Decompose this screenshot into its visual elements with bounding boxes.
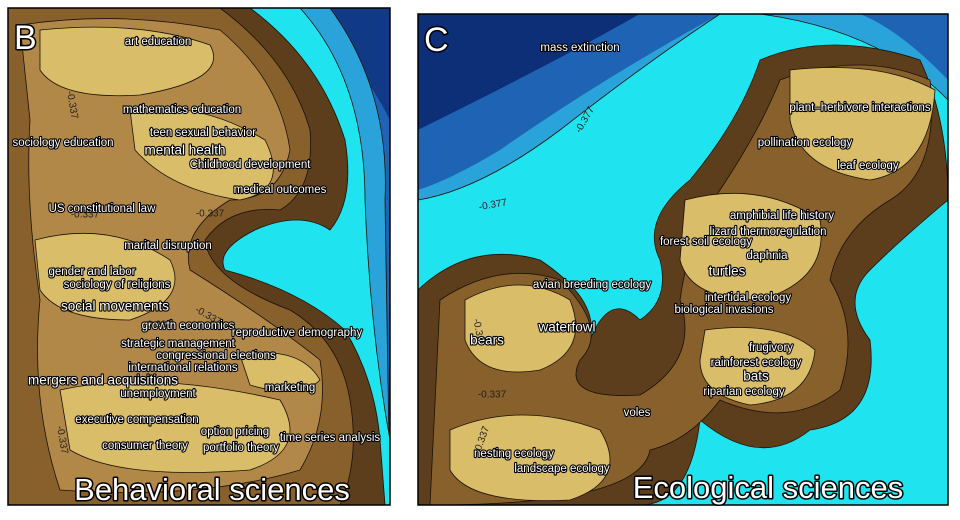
topic-label: sociology of religions (64, 279, 171, 291)
panel-title: Behavioral sciences (74, 472, 350, 507)
topic-label: mental health (144, 143, 225, 158)
topic-label: amphibial life history (730, 210, 834, 222)
panel-letter: C (424, 21, 449, 59)
topic-label: bears (470, 333, 504, 348)
topic-label: bats (743, 369, 769, 384)
topic-label: mass extinction (540, 42, 619, 54)
topic-label: unemployment (120, 388, 196, 400)
contour-label: -0.337 (478, 390, 507, 401)
panel-letter: B (14, 19, 37, 57)
topic-label: portfolio theory (203, 442, 279, 454)
panel-c-frame (417, 13, 949, 506)
contour-label: -0.377 (478, 197, 508, 213)
topic-label: international relations (128, 362, 238, 374)
topic-label: option pricing (201, 426, 269, 438)
topic-label: mathematics education (123, 104, 241, 116)
topic-label: marital disruption (124, 240, 212, 252)
topic-label: pollination ecology (758, 137, 853, 149)
topic-label: riparian ecology (703, 386, 784, 398)
topic-label: avian breeding ecology (533, 279, 652, 291)
topic-label: marketing (265, 382, 316, 394)
topic-label: Childhood development (190, 159, 312, 171)
topic-label: gender and labor (49, 266, 136, 278)
topic-label: consumer theory (102, 440, 188, 452)
topic-label: leaf ecology (837, 160, 899, 172)
topic-label: social movements (61, 299, 169, 314)
topic-label: reproductive demography (232, 327, 363, 339)
contour-label: -0.337 (64, 90, 80, 120)
topic-label: nesting ecology (474, 448, 554, 460)
topic-label: lizard thermoregulation (710, 226, 827, 238)
topic-label: plant–herbivore interactions (789, 102, 931, 114)
topic-label: time series analysis (280, 432, 381, 444)
topic-label: voles (624, 407, 651, 419)
topic-label: growth economics (142, 320, 235, 332)
topic-label: rainforest ecology (711, 357, 802, 369)
topic-label: forest soil ecology (660, 236, 752, 248)
panel-b-map (8, 8, 390, 505)
topic-label: biological invasions (674, 304, 773, 316)
topic-label: art education (125, 36, 192, 48)
topic-label: teen sexual behavior (150, 127, 256, 139)
topic-label: executive compensation (75, 414, 198, 426)
topic-label: intertidal ecology (705, 292, 792, 304)
topic-label: frugivory (749, 342, 793, 354)
topic-label: strategic management (121, 338, 236, 350)
labels: B Behavioral sciences art education mathema… (11, 17, 932, 508)
topic-label: waterfowl (537, 320, 595, 335)
panel-b-frame (7, 7, 391, 506)
topic-label: landscape ecology (514, 463, 610, 475)
panel-title: Ecological sciences (633, 470, 904, 505)
topic-label: US constitutional law (49, 203, 156, 215)
contour-label: -0.33 (470, 318, 485, 343)
contour-label: -0.337 (196, 209, 225, 220)
topic-label: medical outcomes (234, 184, 327, 196)
topic-label: mergers and acquisitions (28, 373, 178, 388)
topic-label: congressional elections (156, 350, 276, 362)
panel-c-map (418, 14, 948, 505)
contour-label: -0.337 (54, 425, 70, 455)
contour-label: -0.337 (71, 210, 100, 221)
topic-label: turtles (709, 264, 746, 279)
topic-label: daphnia (747, 250, 789, 262)
topic-label: sociology education (12, 137, 113, 149)
contour-label: -0.337 (144, 320, 173, 331)
